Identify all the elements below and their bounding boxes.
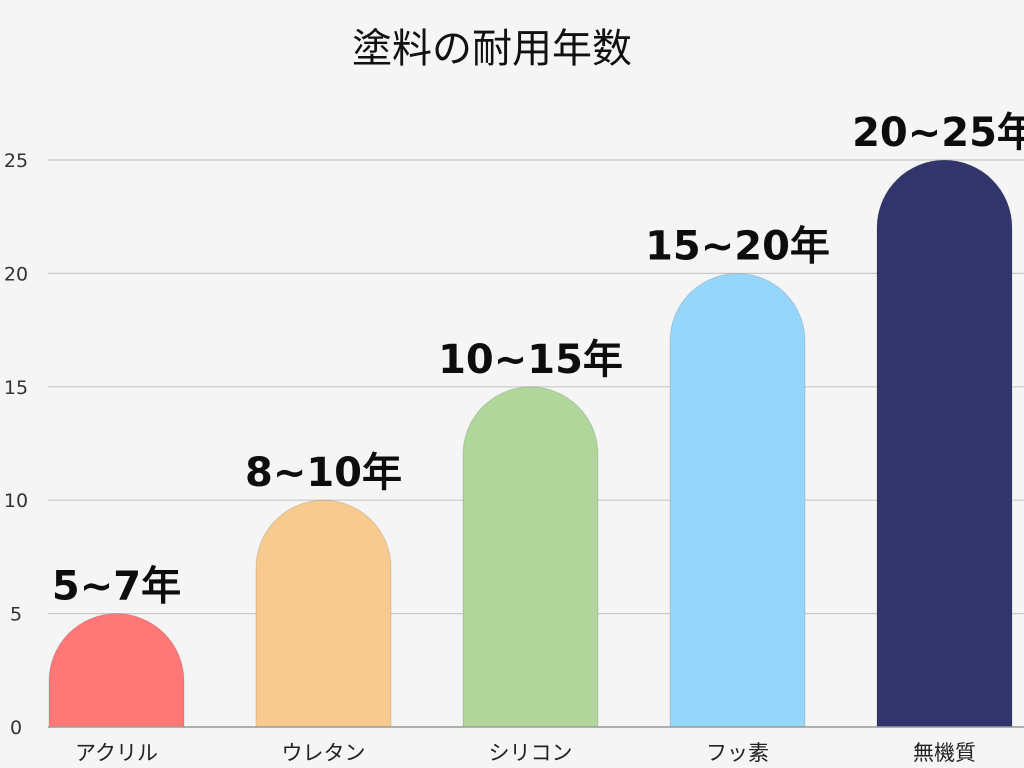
y-tick-label: 5 (10, 604, 22, 626)
y-tick-label: 10 (4, 490, 28, 512)
bar (462, 386, 599, 728)
bar-value-label: 5~7年 (52, 564, 181, 610)
y-tick-label: 15 (4, 377, 28, 399)
y-tick-label: 0 (10, 717, 22, 739)
bar (669, 272, 806, 728)
grid-layer (48, 159, 1024, 615)
x-tick-label: アクリル (75, 741, 158, 765)
bar (48, 613, 185, 728)
x-tick-label: フッ素 (706, 741, 769, 765)
y-tick-label: 20 (4, 263, 28, 285)
x-tick-label: シリコン (489, 741, 573, 765)
x-tick-label: ウレタン (282, 741, 366, 765)
bar-value-label: 8~10年 (245, 450, 402, 496)
bar (876, 159, 1013, 728)
x-tick-label: 無機質 (913, 741, 976, 765)
bar-value-label: 20~25年 (852, 110, 1024, 156)
axis-layer: 0 5 10 15 20 25 アクリル ウレタン シリコン フッ素 無機質 (4, 150, 1024, 765)
bar-value-label: 15~20年 (645, 223, 830, 269)
y-tick-label: 25 (4, 150, 28, 172)
bar-value-label: 10~15年 (438, 337, 623, 383)
bar (255, 499, 392, 728)
label-layer: 5~7年 8~10年 10~15年 15~20年 20~25年 (52, 110, 1024, 610)
chart-title: 塗料の耐用年数 (352, 26, 632, 72)
bar-layer (48, 159, 1013, 728)
